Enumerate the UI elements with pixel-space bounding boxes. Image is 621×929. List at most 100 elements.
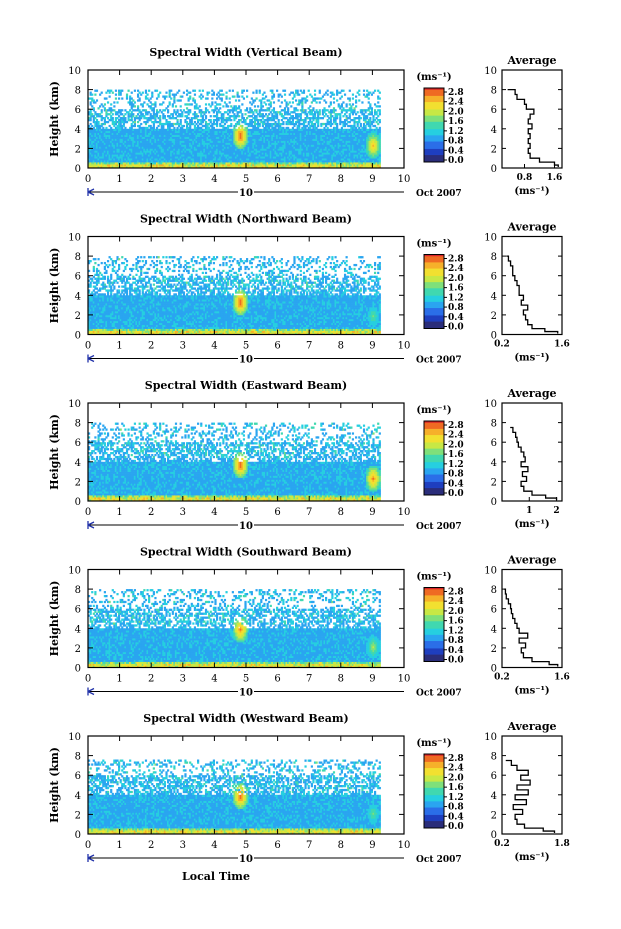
heatmap-cell <box>97 121 99 123</box>
heatmap-cell <box>194 101 196 103</box>
heatmap-cell <box>189 111 191 113</box>
heatmap-cell <box>164 109 166 111</box>
heatmap-cell <box>312 119 314 121</box>
heatmap-cell <box>366 115 368 117</box>
heatmap-cell <box>165 107 167 109</box>
heatmap-cell <box>145 123 147 125</box>
heatmap-cell <box>300 113 302 115</box>
heatmap-cell <box>295 107 297 109</box>
heatmap-cell <box>104 119 106 121</box>
heatmap-cell <box>156 113 158 115</box>
heatmap-cell <box>240 119 242 121</box>
heatmap-cell <box>371 107 373 109</box>
heatmap-cell <box>93 107 95 109</box>
heatmap-cell <box>330 119 332 121</box>
heatmap-cell <box>320 125 322 127</box>
heatmap-cell <box>162 125 164 127</box>
heatmap-cell <box>353 107 355 109</box>
heatmap-cell <box>222 105 224 107</box>
heatmap-cell <box>281 101 283 103</box>
heatmap-cell <box>287 103 289 105</box>
heatmap-cell <box>301 103 303 105</box>
heatmap-cell <box>104 117 106 119</box>
heatmap-cell <box>156 127 158 129</box>
heatmap-cell <box>161 111 163 113</box>
heatmap-cell <box>124 109 126 111</box>
heatmap-cell <box>374 109 376 111</box>
heatmap-cell <box>124 113 126 115</box>
heatmap-cell <box>267 121 269 123</box>
heatmap-cell <box>339 107 341 109</box>
heatmap-cell <box>311 121 313 123</box>
heatmap-cell <box>199 105 201 107</box>
heatmap-cell <box>346 115 348 117</box>
heatmap-cell <box>279 111 281 113</box>
heatmap-cell <box>203 113 205 115</box>
heatmap-cell <box>189 97 191 99</box>
heatmap-cell <box>159 109 161 111</box>
heatmap-cell <box>169 101 171 103</box>
heatmap-cell <box>181 115 183 117</box>
heatmap-cell <box>110 127 112 129</box>
heatmap-cell <box>210 115 212 117</box>
heatmap-cell <box>314 115 316 117</box>
heatmap <box>88 90 381 169</box>
heatmap-cell <box>131 101 133 103</box>
heatmap-cell <box>200 127 202 129</box>
heatmap-cell <box>363 123 365 125</box>
heatmap-cell <box>131 97 133 99</box>
heatmap-cell <box>244 119 246 121</box>
heatmap-cell <box>219 103 221 105</box>
heatmap-cell <box>159 115 161 117</box>
heatmap-cell <box>230 119 232 121</box>
heatmap-cell <box>319 109 321 111</box>
heatmap-cell <box>374 103 376 105</box>
heatmap-cell <box>327 127 329 129</box>
heatmap-cell <box>207 97 209 99</box>
heatmap-cell <box>336 127 338 129</box>
heatmap-cell <box>346 105 348 107</box>
heatmap-cell <box>224 123 226 125</box>
heatmap-cell <box>262 117 264 119</box>
heatmap-cell <box>363 113 365 115</box>
heatmap-cell <box>309 119 311 121</box>
heatmap-cell <box>229 101 231 103</box>
heatmap-cell <box>292 127 294 129</box>
heatmap-cell <box>164 97 166 99</box>
heatmap-cell <box>304 111 306 113</box>
heatmap-cell <box>134 125 136 127</box>
heatmap-cell <box>317 121 319 123</box>
heatmap-cell <box>252 111 254 113</box>
heatmap-cell <box>282 121 284 123</box>
heatmap-cell <box>219 123 221 125</box>
heatmap-cell <box>134 105 136 107</box>
heatmap-cell <box>156 109 158 111</box>
heatmap-cell <box>150 101 152 103</box>
heatmap-cell <box>295 123 297 125</box>
heatmap-cell <box>175 113 177 115</box>
heatmap-cell <box>110 103 112 105</box>
heatmap-cell <box>369 127 371 129</box>
heatmap-cell <box>150 125 152 127</box>
heatmap-cell <box>200 109 202 111</box>
heatmap-cell <box>304 119 306 121</box>
heatmap-cell <box>319 101 321 103</box>
heatmap-cell <box>379 119 381 121</box>
heatmap-cell <box>186 107 188 109</box>
heatmap-cell <box>180 123 182 125</box>
heatmap-cell <box>90 117 92 119</box>
heatmap-cell <box>105 111 107 113</box>
heatmap-cell <box>139 97 141 99</box>
heatmap-cell <box>139 99 141 101</box>
heatmap-cell <box>145 109 147 111</box>
heatmap-cell <box>276 115 278 117</box>
heatmap-cell <box>287 111 289 113</box>
heatmap-cell <box>124 127 126 129</box>
heatmap-cell <box>379 156 381 158</box>
heatmap-cell <box>278 99 280 101</box>
heatmap-cell <box>183 109 185 111</box>
heatmap-cell <box>327 119 329 121</box>
heatmap-cell <box>146 113 148 115</box>
heatmap-cell <box>186 121 188 123</box>
heatmap-cell <box>195 105 197 107</box>
